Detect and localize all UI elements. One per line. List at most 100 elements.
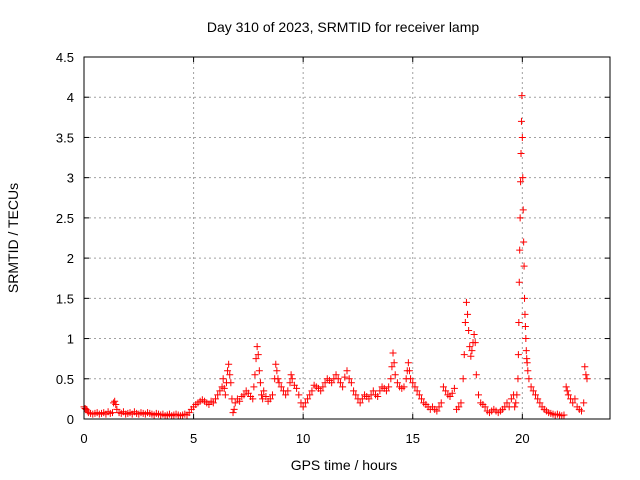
data-point <box>388 363 396 371</box>
data-point <box>516 214 524 222</box>
data-point <box>523 359 531 367</box>
data-point <box>230 405 238 413</box>
data-point <box>219 375 227 383</box>
data-point <box>389 349 397 357</box>
data-point <box>459 375 467 383</box>
data-point <box>385 383 393 391</box>
data-point <box>418 395 426 403</box>
data-point <box>295 391 303 399</box>
x-tick-label: 15 <box>406 431 420 446</box>
data-point <box>286 379 294 387</box>
data-point <box>253 343 261 351</box>
data-point <box>581 363 589 371</box>
data-point <box>374 392 382 400</box>
ticks-layer: 0 0.5 1 1.5 2 2.5 3 3.5 4 4.5 0 5 10 15 20 <box>56 50 610 446</box>
data-point <box>457 399 465 407</box>
data-point <box>277 383 285 391</box>
data-point <box>352 391 360 399</box>
data-point <box>319 383 327 391</box>
data-point <box>415 391 423 399</box>
x-tick-label: 0 <box>80 431 87 446</box>
data-point <box>332 371 340 379</box>
data-point <box>437 399 445 407</box>
data-point <box>358 395 366 403</box>
data-point <box>531 391 539 399</box>
data-point <box>563 387 571 395</box>
data-point <box>262 392 270 400</box>
data-point <box>513 391 521 399</box>
data-point <box>225 360 233 368</box>
data-point <box>393 379 401 387</box>
data-point <box>517 117 525 125</box>
data-point <box>515 318 523 326</box>
data-point <box>255 367 263 375</box>
data-point <box>304 395 312 403</box>
data-point <box>365 395 373 403</box>
data-point <box>254 351 262 359</box>
data-point <box>503 399 511 407</box>
data-point <box>306 391 314 399</box>
x-axis-label: GPS time / hours <box>291 457 398 473</box>
plot-frame <box>83 56 611 420</box>
data-point <box>465 327 473 335</box>
data-point <box>534 395 542 403</box>
data-point <box>404 359 412 367</box>
data-point <box>209 399 217 407</box>
y-tick-label: 3 <box>67 171 74 186</box>
data-point <box>317 387 325 395</box>
data-point <box>448 389 456 397</box>
data-point <box>405 367 413 375</box>
data-point <box>582 371 590 379</box>
data-point <box>284 387 292 395</box>
data-point <box>299 403 307 411</box>
data-point <box>517 178 525 186</box>
data-point <box>274 375 282 383</box>
y-tick-label: 2.5 <box>56 211 74 226</box>
data-point <box>231 399 239 407</box>
data-point <box>464 310 472 318</box>
data-point <box>240 391 248 399</box>
data-point <box>527 383 535 391</box>
data-point <box>275 379 283 387</box>
data-point <box>481 403 489 411</box>
data-point <box>251 371 259 379</box>
data-point <box>407 375 415 383</box>
data-point <box>507 395 515 403</box>
data-point <box>517 150 525 158</box>
data-point <box>258 391 266 399</box>
data-point <box>214 391 222 399</box>
data-point <box>521 294 529 302</box>
data-point <box>475 391 482 399</box>
y-axis-label: SRMTID / TECUs <box>5 183 21 293</box>
data-point <box>511 403 519 411</box>
data-point <box>266 395 274 403</box>
data-point <box>390 359 398 367</box>
data-point <box>515 278 523 286</box>
data-point <box>260 387 268 395</box>
chart-title: Day 310 of 2023, SRMTID for receiver lam… <box>207 19 480 35</box>
data-point <box>521 322 529 330</box>
data-point <box>583 375 591 383</box>
y-tick-label: 1.5 <box>56 291 74 306</box>
data-point <box>350 387 358 395</box>
data-point <box>341 373 349 381</box>
data-point <box>462 298 470 306</box>
data-point <box>514 375 522 383</box>
data-point <box>334 375 342 383</box>
grid-layer <box>84 57 610 419</box>
data-point <box>339 383 347 391</box>
data-point <box>256 379 264 387</box>
data-point <box>518 133 526 141</box>
data-point <box>343 367 351 375</box>
data-point <box>520 238 528 246</box>
data-point <box>467 352 475 360</box>
data-point <box>529 387 537 395</box>
data-point <box>288 375 296 383</box>
data-point <box>212 395 219 403</box>
data-point <box>571 395 579 403</box>
data-point <box>413 387 421 395</box>
data-point <box>520 262 528 270</box>
x-tick-label: 20 <box>515 431 529 446</box>
data-point <box>221 391 229 399</box>
data-point <box>347 379 355 387</box>
